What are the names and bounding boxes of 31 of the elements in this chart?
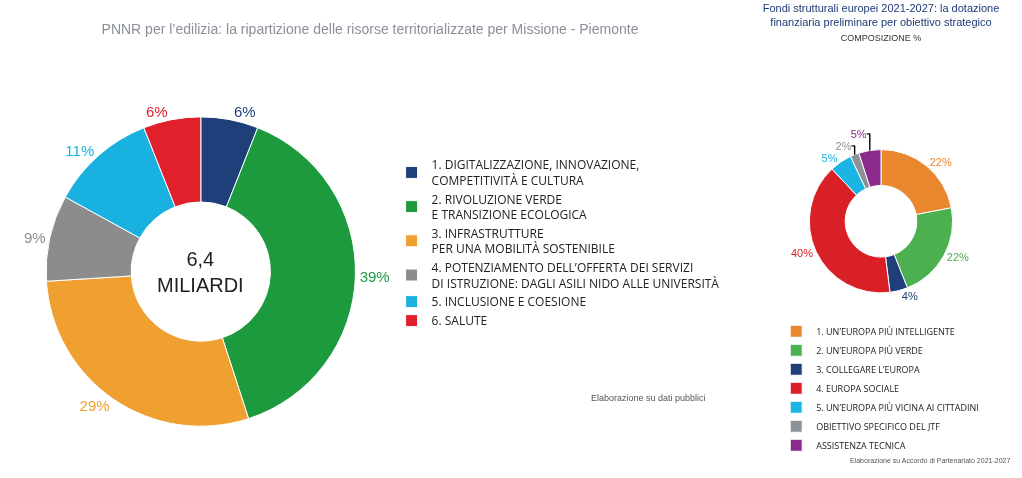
legend-label: 4. EUROPA SOCIALE	[816, 381, 900, 395]
data-label: 29%	[79, 396, 110, 414]
data-label: 5%	[821, 151, 838, 164]
legend-label: 2. RIVOLUZIONE VERDE E TRANSIZIONE ECOLOGICA	[431, 190, 588, 224]
data-label: 39%	[359, 267, 390, 285]
legend-label: 5. INCLUSIONE E COESIONE	[431, 293, 587, 311]
legend-label: ASSISTENZA TECNICA	[816, 438, 906, 452]
data-label: 2%	[835, 139, 852, 152]
data-label: 40%	[790, 246, 814, 259]
legend-label: 6. SALUTE	[431, 312, 488, 330]
legend-label: 1. DIGITALIZZAZIONE, INNOVAZIONE, COMPETITIVITÀ E CULTURA	[431, 156, 640, 189]
data-label: 6%	[234, 102, 256, 120]
legend-label: 2. UN’EUROPA PIÙ VERDE	[816, 343, 923, 357]
data-label: 11%	[65, 142, 95, 160]
legend-label: 5. UN’EUROPA PIÙ VICINA AI CITTADINI	[816, 400, 979, 414]
data-label: 22%	[929, 156, 952, 169]
text: 6,4 MILIARDI	[157, 248, 244, 296]
data-label: 5%	[850, 127, 867, 140]
chart-title: PNNR per l’edilizia: la ripartizione delle risorse territorializzate per Missione - Piemonte	[101, 20, 639, 37]
legend-label: OBIETTIVO SPECIFICO DEL JTF	[816, 419, 941, 433]
chart-subtitle: COMPOSIZIONE %	[840, 32, 922, 43]
text: Elaborazione su dati pubblici	[591, 393, 706, 403]
legend-label: 3. COLLEGARE L’EUROPA	[816, 362, 920, 376]
data-label: 4%	[901, 290, 918, 303]
data-label: 6%	[145, 102, 168, 120]
legend-label: 3. INFRASTRUTTURE PER UNA MOBILITÀ SOSTENIBILE	[431, 224, 615, 258]
legend-label: 1. UN’EUROPA PIÙ INTELLIGENTE	[816, 324, 955, 338]
data-label: 22%	[946, 251, 970, 264]
data-label: 9%	[23, 228, 46, 246]
legend-label: 4. POTENZIAMENTO DELL’OFFERTA DEI SERVIZI DI ISTRUZIONE: DAGLI ASILI NIDO ALLE UNIVERSITÀ	[431, 258, 720, 292]
chart-title: Fondi strutturali europei 2021-2027: la dotazione finanziaria preliminare per obiettivo strategico	[762, 1, 1000, 29]
